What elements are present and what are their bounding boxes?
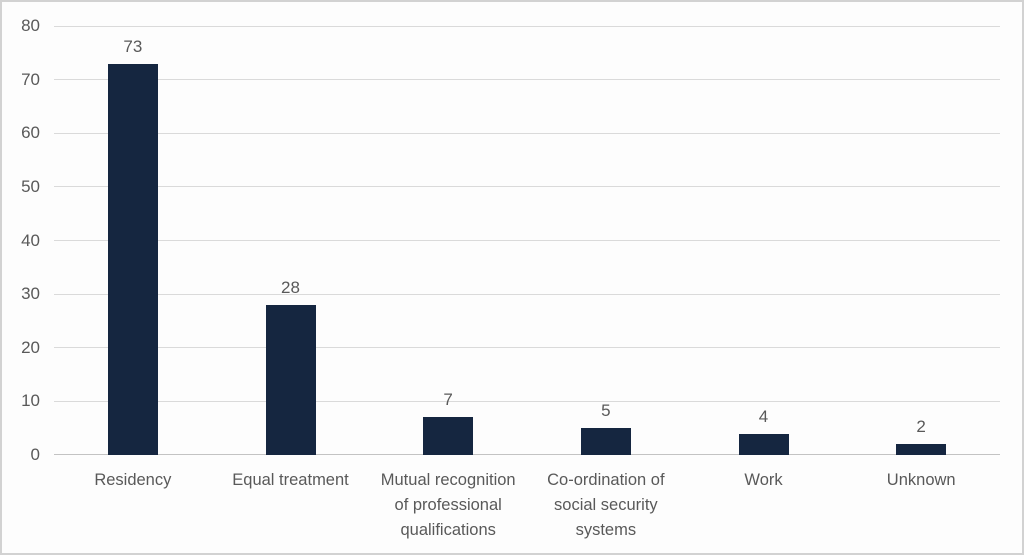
bar-value-label: 5: [601, 401, 611, 421]
bar-value-label: 73: [123, 36, 143, 56]
category-label: Residency: [94, 471, 172, 489]
y-tick-label: 0: [30, 445, 40, 464]
y-tick-label: 60: [21, 123, 40, 143]
gridline: [54, 240, 1000, 241]
bar-0: [107, 63, 158, 455]
y-tick-label: 30: [21, 284, 40, 304]
y-tick-label: 80: [21, 16, 40, 35]
bar-2: [423, 417, 474, 455]
y-tick-label: 50: [21, 176, 40, 196]
category-label: Unknown: [886, 471, 956, 489]
y-tick-label: 20: [21, 337, 40, 357]
bar-3: [580, 428, 631, 455]
bar-value-label: 4: [758, 406, 769, 426]
gridline: [54, 79, 1000, 81]
category-label: Equal treatment: [232, 471, 349, 489]
bar-5: [896, 444, 947, 455]
y-tick-label: 70: [21, 69, 40, 89]
x-axis-category-labels: Residency Equal treatment Mutual recogniti…: [54, 468, 1000, 543]
gridline: [54, 132, 1000, 134]
category-label: Mutual recognition of professional quali…: [380, 471, 516, 539]
gridline: [54, 293, 1000, 295]
bar-4: [738, 433, 789, 455]
bar-value-label: 7: [443, 390, 453, 410]
category-label: Work: [744, 471, 783, 489]
bar-value-label: 2: [916, 417, 926, 437]
x-axis-line: [54, 454, 1000, 455]
gridline: [54, 400, 1000, 402]
y-tick-label: 40: [21, 230, 40, 250]
bar-1: [265, 304, 316, 455]
gridline: [54, 347, 1000, 349]
gridline: [54, 186, 1000, 188]
plot-area: 73 28 7 5 4 2: [54, 25, 1000, 455]
category-label: Co-ordination of social security systems: [547, 471, 665, 539]
y-tick-label: 10: [21, 391, 40, 411]
gridline: [54, 25, 1000, 27]
bar-value-label: 28: [281, 277, 300, 297]
